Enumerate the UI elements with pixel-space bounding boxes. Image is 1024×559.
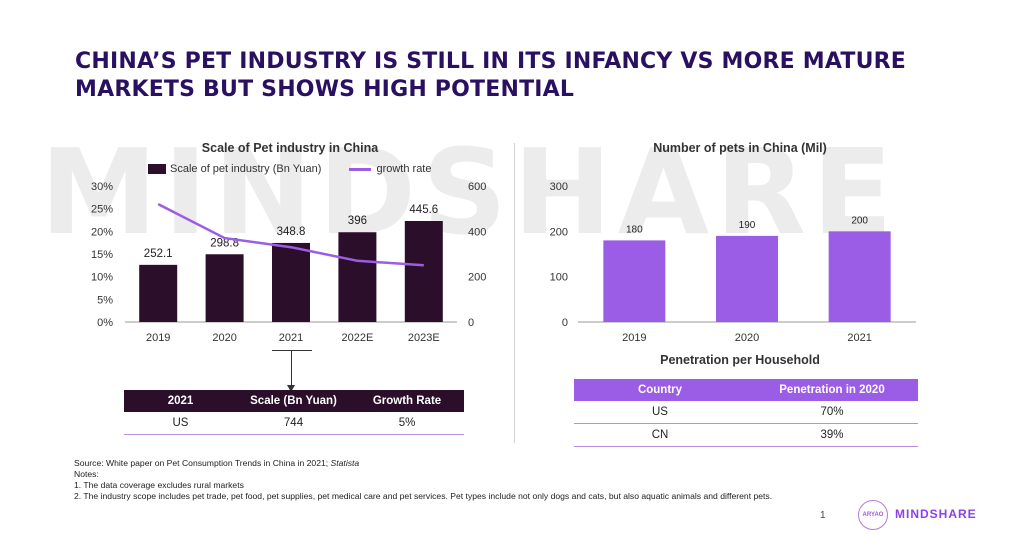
notes-heading: Notes:: [74, 469, 99, 479]
y-left-tick-label: 10%: [91, 272, 113, 284]
bar-data-label: 348.8: [277, 226, 306, 238]
bar: [404, 220, 443, 322]
slide-title: CHINA’S PET INDUSTRY IS STILL IN ITS INF…: [75, 49, 906, 102]
bar: [716, 235, 778, 322]
table-row: US 70%: [574, 401, 918, 424]
legend-line-swatch: [349, 167, 372, 171]
y-left-tick-label: 0%: [97, 317, 113, 329]
x-tick-label: 2019: [622, 332, 646, 344]
note-item: 1. The data coverage excludes rural mark…: [74, 480, 244, 490]
bar: [603, 240, 666, 322]
table2-cell: 39%: [746, 423, 918, 447]
table-row: US 744 5%: [124, 412, 464, 435]
y-left-tick-label: 5%: [97, 294, 113, 306]
growth-rate-line: [157, 202, 424, 267]
table1-header: Scale (Bn Yuan): [237, 390, 350, 412]
logo-icon: ARYAO: [858, 500, 888, 530]
table2-header: Penetration in 2020: [746, 379, 918, 401]
arrow-bracket: [272, 350, 312, 351]
brand-logo: MINDSHARE: [895, 507, 977, 521]
y-tick-label: 300: [550, 181, 568, 193]
page-number: 1: [820, 510, 826, 521]
y-tick-label: 0: [562, 317, 568, 329]
y-right-tick-label: 200: [468, 272, 486, 284]
y-left-tick-label: 15%: [91, 249, 113, 261]
source-line: Source: White paper on Pet Consumption T…: [74, 458, 772, 469]
us-comparison-table: 2021 Scale (Bn Yuan) Growth Rate US 744 …: [124, 390, 464, 435]
legend-line-label: growth rate: [376, 163, 432, 175]
x-tick-label: 2019: [146, 332, 170, 344]
table2-header: Country: [574, 379, 746, 401]
bar: [205, 254, 244, 322]
arrow-down-icon: [287, 385, 295, 392]
table1-header: 2021: [124, 390, 237, 412]
table1-cell: 5%: [350, 412, 464, 435]
penetration-table: Country Penetration in 2020 US 70% CN 39…: [574, 379, 918, 447]
table1-header: Growth Rate: [350, 390, 464, 412]
legend-bar-swatch: [148, 164, 166, 174]
table1-cell: US: [124, 412, 237, 435]
x-tick-label: 2020: [212, 332, 236, 344]
y-right-tick-label: 0: [468, 317, 474, 329]
y-right-tick-label: 600: [468, 181, 486, 193]
bar-data-label: 445.6: [409, 204, 438, 216]
bar: [338, 232, 377, 322]
bar-data-label: 190: [739, 220, 756, 231]
watermark: MINDSHARE: [40, 123, 899, 261]
note-item: 2. The industry scope includes pet trade…: [74, 491, 773, 501]
y-left-tick-label: 30%: [91, 181, 113, 193]
panel-divider: [514, 143, 515, 443]
bar-data-label: 252.1: [144, 248, 173, 260]
table2-cell: CN: [574, 423, 746, 447]
y-left-tick-label: 20%: [91, 226, 113, 238]
bar: [828, 231, 891, 322]
arrow-line: [291, 351, 292, 387]
bar: [139, 264, 178, 322]
source-italic: Statista: [330, 458, 360, 468]
x-tick-label: 2022E: [341, 332, 373, 344]
bar-data-label: 180: [626, 224, 643, 235]
chart1-legend: Scale of pet industry (Bn Yuan) growth r…: [148, 163, 431, 175]
y-left-tick-label: 25%: [91, 204, 113, 216]
x-tick-label: 2021: [847, 332, 871, 344]
y-tick-label: 100: [550, 272, 568, 284]
bar: [272, 242, 310, 322]
x-tick-label: 2020: [735, 332, 759, 344]
source-text: Source: White paper on Pet Consumption T…: [74, 458, 331, 468]
bar-data-label: 396: [348, 215, 367, 227]
table2-cell: US: [574, 401, 746, 424]
source-notes: Source: White paper on Pet Consumption T…: [74, 458, 772, 502]
table-row: CN 39%: [574, 423, 918, 447]
bar-data-label: 200: [851, 215, 868, 226]
legend-bar-label: Scale of pet industry (Bn Yuan): [170, 163, 322, 175]
chart2-title: Number of pets in China (Mil): [653, 141, 827, 155]
logo-text: ARYAO: [862, 512, 884, 518]
table2-title: Penetration per Household: [660, 353, 820, 367]
x-tick-label: 2023E: [408, 332, 440, 344]
y-tick-label: 200: [550, 226, 568, 238]
x-tick-label: 2021: [279, 332, 303, 344]
table1-cell: 744: [237, 412, 350, 435]
y-right-tick-label: 400: [468, 226, 486, 238]
table2-cell: 70%: [746, 401, 918, 424]
chart1-title: Scale of Pet industry in China: [201, 141, 379, 155]
